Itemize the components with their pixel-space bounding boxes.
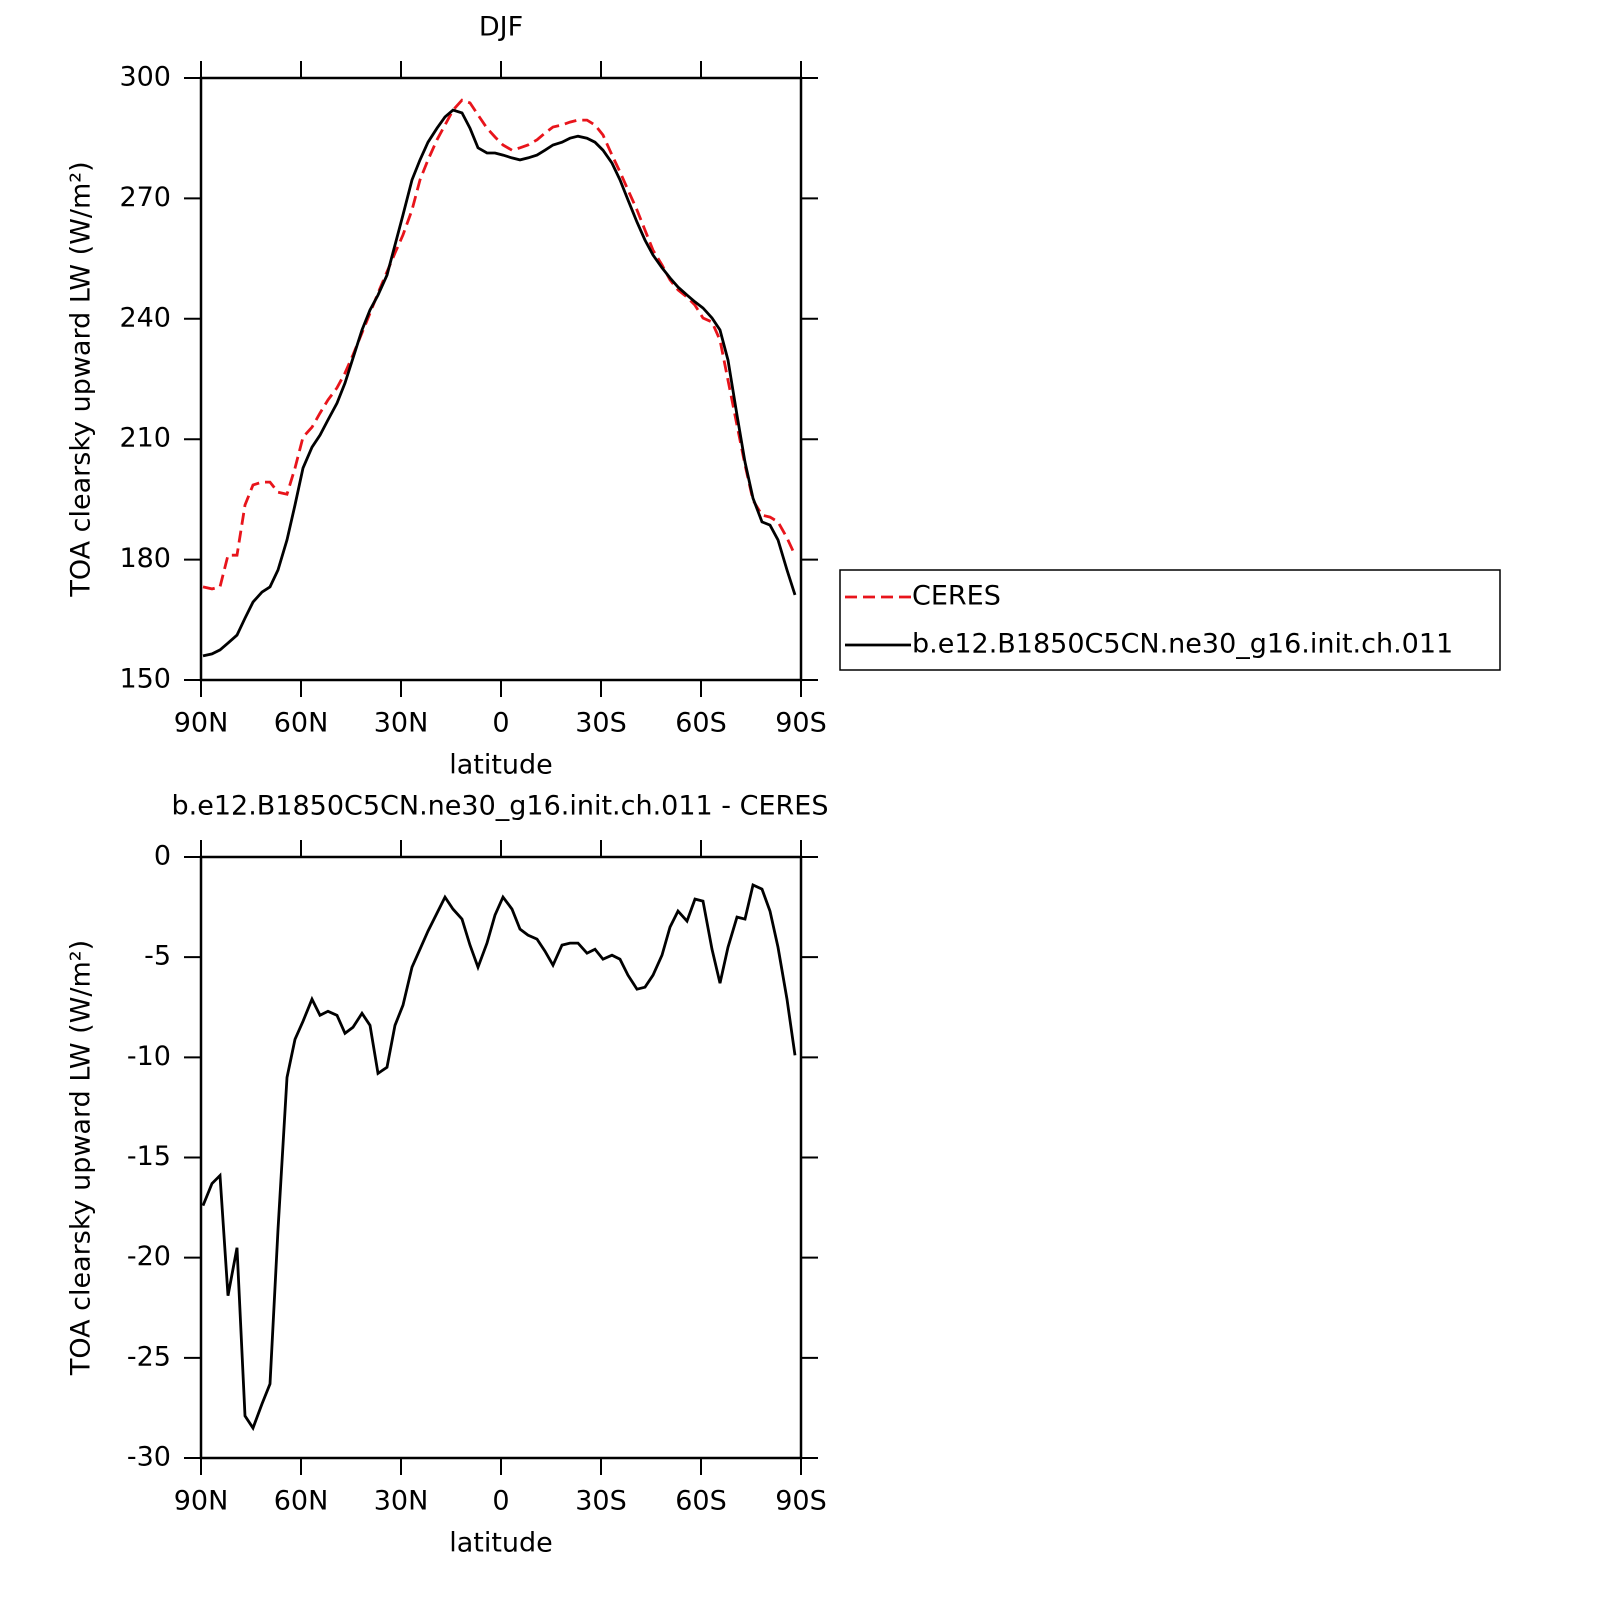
legend-box	[839, 569, 1501, 671]
data-line	[201, 883, 797, 1432]
x-tick-label: 90S	[775, 708, 827, 739]
x-tick-label: 0	[492, 1486, 509, 1517]
x-tick-label: 90N	[174, 708, 229, 739]
y-tick-label: -5	[144, 941, 171, 972]
y-tick-label: -15	[127, 1141, 171, 1172]
x-tick-label: 60N	[274, 1486, 329, 1517]
x-tick-label: 90N	[174, 1486, 229, 1517]
y-tick-label: 270	[119, 182, 171, 213]
x-axis-label: latitude	[449, 750, 553, 781]
chart-title: DJF	[479, 12, 523, 43]
x-tick-label: 0	[492, 708, 509, 739]
y-tick-label: -10	[127, 1041, 171, 1072]
legend-label: CERES	[912, 581, 1001, 612]
legend-label: b.e12.B1850C5CN.ne30_g16.init.ch.011	[912, 629, 1453, 660]
x-tick-label: 30N	[374, 708, 429, 739]
x-tick-label: 30S	[575, 708, 627, 739]
y-tick-label: 210	[119, 423, 171, 454]
y-tick-label: -25	[127, 1341, 171, 1372]
data-line	[202, 108, 797, 658]
x-tick-label: 60S	[675, 1486, 727, 1517]
y-tick-label: -30	[127, 1442, 171, 1473]
chart-title: b.e12.B1850C5CN.ne30_g16.init.ch.011 - C…	[172, 791, 829, 822]
x-tick-label: 60N	[274, 708, 329, 739]
y-tick-label: 150	[119, 664, 171, 695]
y-tick-label: 0	[154, 841, 171, 872]
y-tick-label: -20	[127, 1241, 171, 1272]
x-tick-label: 60S	[675, 708, 727, 739]
x-tick-label: 30S	[575, 1486, 627, 1517]
y-axis-label: TOA clearsky upward LW (W/m²)	[66, 161, 97, 597]
y-axis-label: TOA clearsky upward LW (W/m²)	[66, 940, 97, 1376]
data-line	[202, 98, 797, 591]
plot-frame	[199, 76, 803, 682]
x-tick-label: 30N	[374, 1486, 429, 1517]
x-tick-label: 90S	[775, 1486, 827, 1517]
y-tick-label: 180	[119, 543, 171, 574]
y-tick-label: 240	[119, 302, 171, 333]
x-axis-label: latitude	[449, 1528, 553, 1559]
y-tick-label: 300	[119, 62, 171, 93]
